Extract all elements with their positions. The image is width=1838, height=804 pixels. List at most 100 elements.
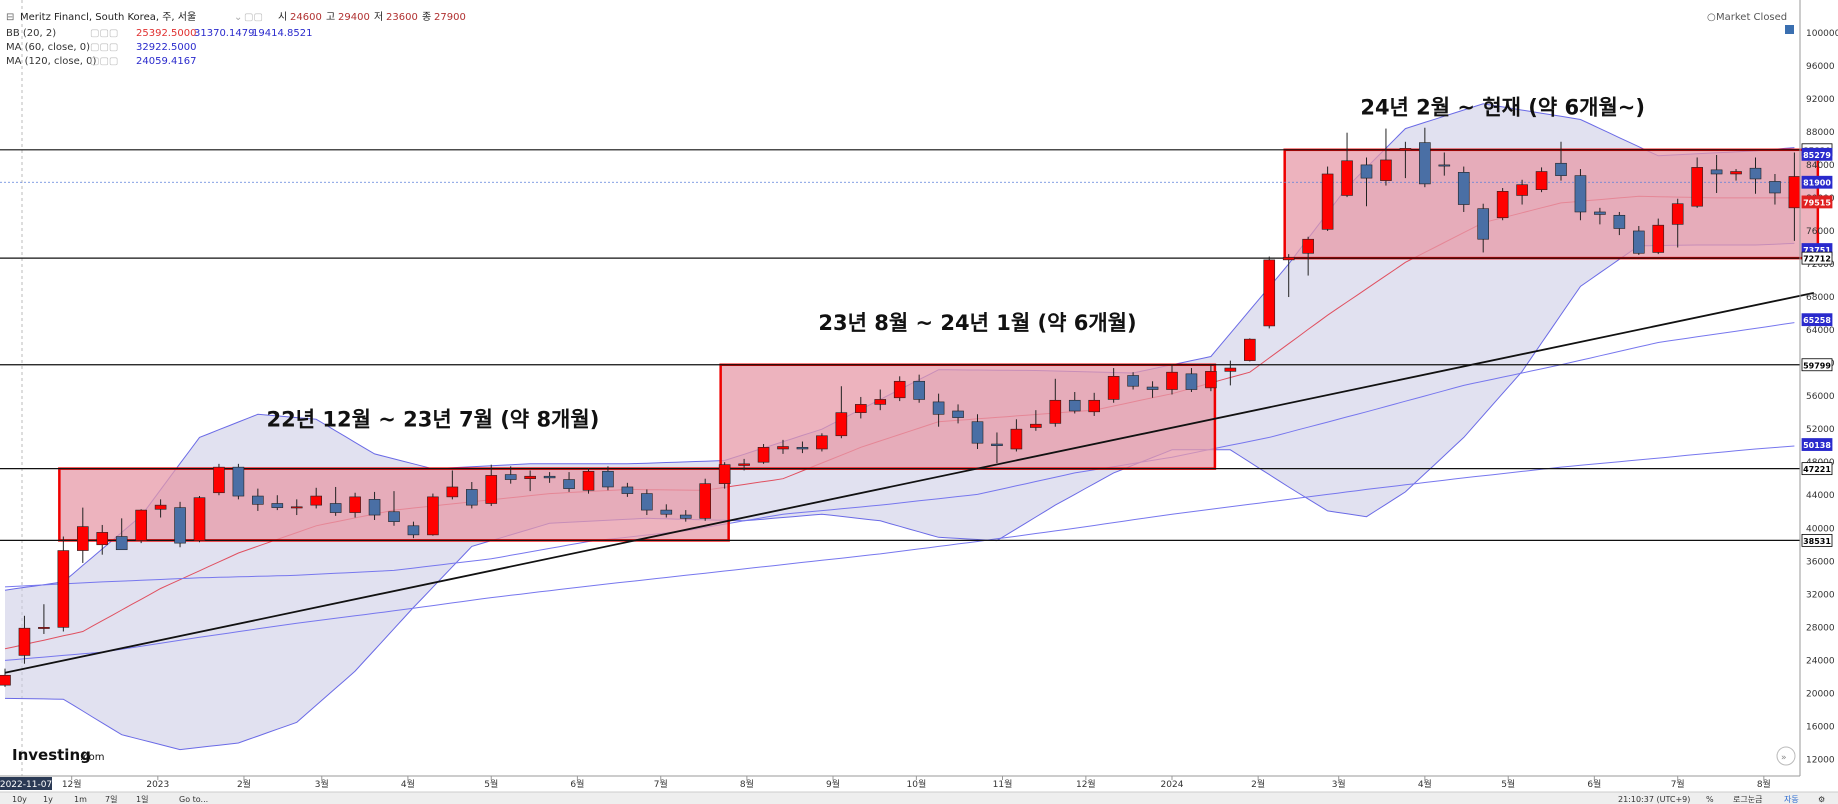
candle	[1224, 360, 1237, 386]
ohlc-label: 시	[278, 11, 287, 23]
x-tick-label: 2월	[1251, 778, 1265, 790]
ohlc-value: 29400	[338, 12, 370, 23]
candle	[368, 491, 381, 520]
candle	[1380, 128, 1392, 186]
candle-body	[952, 410, 964, 418]
candle-body	[1068, 399, 1081, 412]
candle-body	[1671, 203, 1684, 225]
bottom-toolbar: 10y 1y 1m 7일 1일 Go to... 21:10:37 (UTC+9) % 로…	[0, 791, 1838, 804]
candle	[154, 499, 167, 518]
candle-body	[1185, 373, 1198, 390]
price-label: 73751	[1803, 246, 1831, 255]
scroll-to-latest-icon[interactable]	[1785, 25, 1794, 34]
candle-body	[718, 464, 731, 484]
candle-body	[582, 470, 595, 491]
candle-body	[1244, 338, 1256, 361]
candle-body	[1457, 172, 1470, 205]
price-label: 47221	[1803, 465, 1831, 474]
indicator-value: 24059.4167	[136, 56, 196, 67]
x-tick-label: 7월	[654, 778, 668, 790]
candle	[1749, 157, 1762, 194]
candle-body	[1419, 142, 1431, 185]
candle-body	[699, 483, 712, 519]
x-tick-label: 8월	[1757, 778, 1771, 790]
candle-body	[1496, 191, 1509, 219]
scroll-right-button[interactable]: »	[1776, 746, 1796, 766]
price-label-bg	[1801, 147, 1833, 161]
candle	[271, 495, 284, 511]
price-label: 72712	[1803, 255, 1831, 264]
candle	[1457, 166, 1470, 212]
candle	[1068, 392, 1081, 414]
candle-body	[738, 463, 750, 466]
percent-toggle[interactable]: %	[1706, 795, 1714, 804]
candle	[1282, 254, 1295, 298]
candle-body	[446, 486, 459, 498]
candle	[1555, 141, 1567, 181]
settings-icon[interactable]: ▢▢	[244, 12, 263, 23]
price-label-bg	[1801, 195, 1833, 209]
ohlc-label: 종	[422, 11, 431, 23]
candle	[1166, 364, 1178, 395]
candle	[1127, 372, 1139, 390]
candle	[1185, 368, 1198, 392]
price-label: 38531	[1803, 537, 1831, 546]
candle-body	[1652, 224, 1665, 253]
auto-scale-toggle[interactable]: 자동	[1784, 795, 1799, 804]
x-tick-label: 4월	[401, 778, 415, 790]
candle-body	[932, 401, 945, 415]
candle-body	[193, 497, 206, 541]
y-tick-label: 20000	[1806, 689, 1835, 699]
log-scale-toggle[interactable]: 로그눈금	[1733, 795, 1762, 804]
candle-body	[504, 474, 517, 480]
candle-body	[660, 509, 673, 515]
candle-body	[1535, 171, 1548, 190]
candle	[77, 507, 89, 563]
candle	[621, 482, 634, 497]
ohlc-value: 24600	[290, 12, 322, 23]
candle-body	[835, 412, 848, 437]
candle	[1438, 152, 1451, 176]
candle-body	[1438, 164, 1451, 167]
candle-body	[213, 466, 225, 494]
x-tick-label: 3월	[1332, 778, 1346, 790]
candle	[816, 433, 828, 452]
candle-body	[816, 435, 828, 450]
candle	[913, 374, 925, 403]
x-tick-label: 2023	[146, 780, 169, 790]
price-label-bg	[1801, 438, 1833, 451]
price-label-bg	[1801, 175, 1833, 189]
symbol-dropdown-icon[interactable]: ⌄	[234, 12, 242, 23]
candle	[679, 510, 692, 522]
candle	[329, 486, 342, 516]
candle	[18, 615, 31, 664]
logo-suffix: .com	[80, 752, 105, 763]
candle-body	[368, 499, 381, 516]
candle-body	[1769, 181, 1781, 194]
settings-gear-icon[interactable]: ⚙	[1818, 795, 1825, 804]
candle	[57, 536, 70, 632]
candle	[1146, 381, 1159, 398]
price-label-bg	[1801, 533, 1833, 547]
x-tick-label: 6월	[570, 778, 584, 790]
collapse-icon[interactable]: ⊟	[6, 12, 14, 23]
candle-body	[874, 399, 887, 405]
candle-body	[0, 674, 11, 686]
candle	[1399, 141, 1412, 179]
candle-body	[1341, 160, 1353, 196]
candle-body	[1166, 371, 1178, 390]
x-tick-label: 6월	[1587, 778, 1601, 790]
ohlc-value: 23600	[386, 12, 418, 23]
candle	[543, 472, 556, 483]
candle	[252, 488, 264, 511]
candle-body	[388, 511, 400, 522]
candle-body	[913, 380, 925, 400]
y-tick-label: 76000	[1806, 227, 1835, 237]
candle	[835, 386, 848, 439]
candle	[310, 487, 323, 509]
y-tick-label: 96000	[1806, 62, 1835, 72]
indicator-value: 32922.5000	[136, 42, 196, 53]
candle-body	[329, 503, 342, 513]
candle	[115, 518, 128, 551]
price-label-bg	[1801, 313, 1833, 327]
